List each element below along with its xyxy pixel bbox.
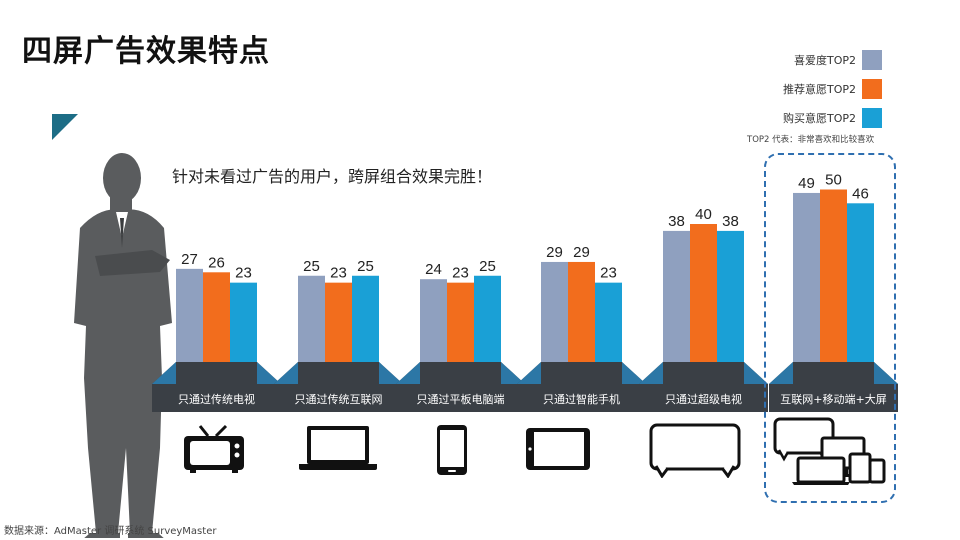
category-base [396,362,525,412]
data-label: 29 [546,244,563,261]
bar-recommend [568,261,595,362]
category-base [769,362,898,412]
bar-purchase [595,282,622,362]
bar-recommend [203,272,230,362]
bar-recommend [690,224,717,362]
legend-swatch [862,79,882,99]
category-label: 只通过平板电脑端 [417,392,505,406]
data-label: 26 [208,254,225,271]
legend-swatch [862,50,882,70]
category-base-wing [274,362,298,384]
legend-item-purchase: 购买意愿TOP2 [783,108,882,128]
bar-recommend [325,282,352,362]
bar-like [420,279,447,362]
highlight-box [764,153,896,503]
chart-legend: 喜爱度TOP2 推荐意愿TOP2 购买意愿TOP2 [783,50,882,137]
data-label: 46 [852,185,869,202]
bar-purchase [230,282,257,362]
category-label: 只通过传统电视 [178,392,255,406]
legend-swatch [862,108,882,128]
data-label: 27 [181,251,198,268]
headline: 针对未看过广告的用户，跨屏组合效果完胜！ [172,167,493,186]
bar-recommend [820,189,847,362]
category-base-wing [874,362,898,384]
multi-screen-icon [773,417,886,485]
data-label: 25 [479,258,496,275]
phone-icon [437,425,467,475]
bar-like [793,192,820,362]
bar-purchase [352,275,379,362]
slide-title: 四屏广告效果特点 [22,34,270,69]
legend-item-recommend: 推荐意愿TOP2 [783,79,882,99]
data-label: 25 [303,258,320,275]
data-label: 38 [722,213,739,230]
data-label: 25 [357,258,374,275]
data-label: 23 [235,265,252,282]
legend-label: 购买意愿TOP2 [782,112,856,125]
data-label: 38 [668,213,685,230]
category-base-wing [744,362,768,384]
category-base-wing [769,362,793,384]
legend-label: 推荐意愿TOP2 [782,83,856,96]
bar-purchase [717,230,744,362]
bar-purchase [474,275,501,362]
category-base-wing [639,362,663,384]
category-base-wing [517,362,541,384]
category-base [517,362,646,412]
category-base [274,362,403,412]
legend-label: 喜爱度TOP2 [793,54,856,67]
tablet-icon [526,428,590,470]
data-label: 49 [798,175,815,192]
data-label: 50 [825,172,842,189]
category-base-wing [622,362,646,384]
bar-like [176,268,203,362]
bar-purchase [847,203,874,362]
smart-tv-icon [649,423,741,478]
category-base-wing [379,362,403,384]
data-label: 23 [600,265,617,282]
data-label: 40 [695,206,712,223]
category-base-wing [396,362,420,384]
category-base-wing [152,362,176,384]
corner-triangle-icon [52,114,78,140]
bar-like [663,230,690,362]
laptop-icon [299,426,377,470]
data-label: 23 [330,265,347,282]
category-label: 只通过传统互联网 [295,393,383,406]
bar-like [541,261,568,362]
bar-like [298,275,325,362]
category-label: 只通过智能手机 [543,392,620,406]
legend-item-like: 喜爱度TOP2 [783,50,882,70]
source-note: 数据来源：AdMaster 调研系统 SurveyMaster [4,526,217,537]
category-base-wing [257,362,281,384]
category-base [639,362,768,412]
data-label: 23 [452,265,469,282]
tv-icon [184,424,244,473]
data-label: 24 [425,261,442,278]
category-label: 互联网+移动端+大屏 [780,392,886,406]
category-base [152,362,281,412]
data-label: 29 [573,244,590,261]
category-base-wing [501,362,525,384]
bar-recommend [447,282,474,362]
legend-note: TOP2 代表：非常喜欢和比较喜欢 [747,135,875,145]
category-label: 只通过超级电视 [665,392,742,406]
businessman-silhouette-icon [74,153,172,538]
